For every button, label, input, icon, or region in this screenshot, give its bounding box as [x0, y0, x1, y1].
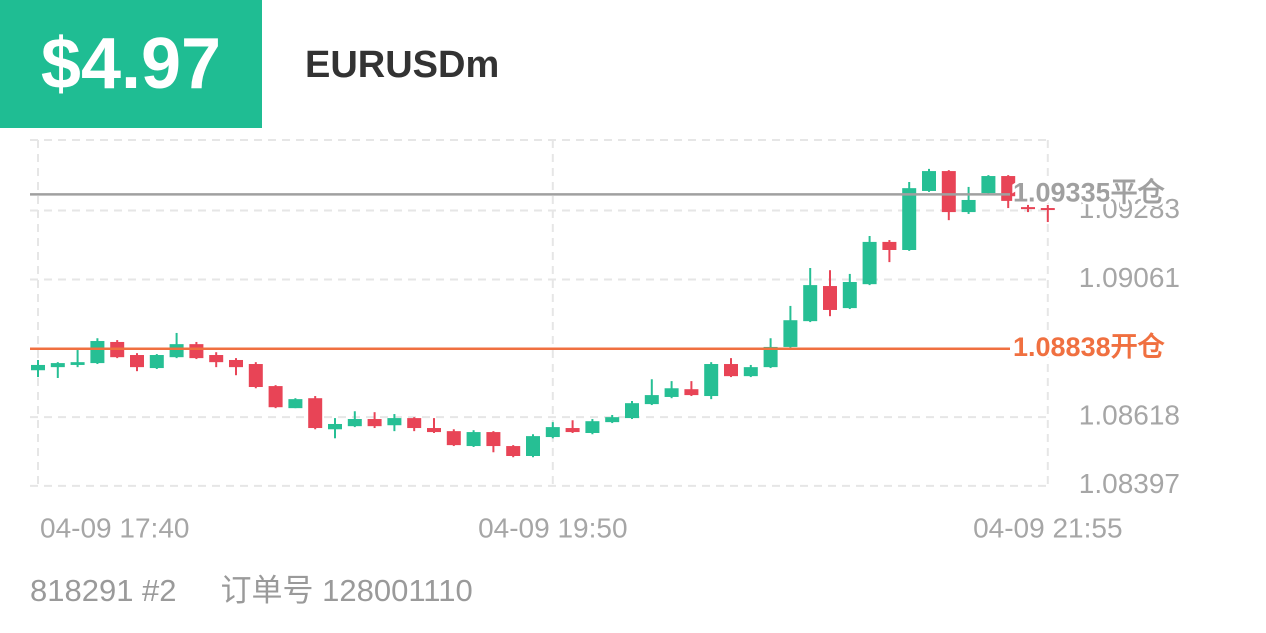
y-tick-label: 1.09061 [1079, 262, 1180, 293]
candle-body [248, 364, 263, 388]
candle-body [446, 431, 461, 446]
y-tick-label: 1.09283 [1079, 193, 1180, 224]
candle-body [486, 432, 501, 447]
candle-body [229, 359, 243, 368]
chart: 1.08397 1.08618 1.09061 1.09283 04-09 17:40 0… [30, 139, 1180, 543]
candle-body [862, 241, 877, 285]
candle-body [1021, 207, 1035, 210]
candle-body [189, 344, 204, 359]
candle-body [209, 355, 224, 363]
candle-body [526, 436, 540, 456]
candle-body [466, 432, 481, 447]
candle-body [387, 418, 402, 426]
account: 818291 #2 [30, 573, 177, 608]
footer: 818291 #2 订单号 128001110 [30, 565, 473, 610]
candle-body [605, 417, 620, 423]
profit-badge: $4.97 [0, 0, 262, 128]
candle-body [902, 188, 917, 250]
candle-body [941, 171, 956, 213]
y-tick-label: 1.08397 [1079, 468, 1180, 499]
candle-body [130, 355, 144, 368]
candle-body [308, 398, 323, 429]
candle-body [664, 388, 679, 397]
candle-body [922, 171, 936, 191]
candle-body [347, 419, 362, 427]
candle-body [763, 346, 778, 368]
candle-body [724, 364, 738, 377]
symbol: EURUSDm [305, 44, 500, 86]
candle-body [506, 446, 521, 456]
x-tick-label: 04-09 21:55 [973, 512, 1122, 543]
candle-body [585, 421, 600, 434]
candle-body [545, 427, 560, 438]
candle-body [90, 341, 105, 364]
candle-body [981, 176, 996, 194]
x-tick-label: 04-09 19:50 [478, 512, 627, 543]
candle-body [704, 364, 719, 397]
candle-body [684, 389, 699, 396]
candle-body [743, 367, 758, 377]
candle-body [149, 355, 164, 369]
price-line-text: 平仓 [1111, 178, 1166, 208]
price-line-label: 1.08838开仓 [1013, 332, 1166, 362]
candle-body [367, 419, 382, 427]
candle-body [644, 395, 659, 405]
candle-body [288, 399, 303, 409]
price-line-label: 1.09335平仓 [1013, 178, 1166, 208]
candle-body [1040, 208, 1055, 211]
price-line-text: 开仓 [1111, 332, 1166, 362]
candle-body [625, 403, 639, 419]
y-tick-label: 1.08618 [1079, 400, 1180, 431]
candle-body [169, 344, 184, 358]
candle-body [882, 241, 897, 250]
order-number: 订单号 128001110 [220, 573, 473, 608]
candle-body [803, 285, 818, 322]
candle-body [407, 418, 422, 429]
price-line-value: 1.08838 [1013, 332, 1111, 362]
candle-body [268, 386, 283, 408]
candle-body [823, 286, 837, 310]
candle-body [961, 199, 976, 213]
candle-body [31, 364, 45, 371]
candle-body [70, 362, 85, 365]
candle-body [783, 320, 798, 347]
candle-body [565, 428, 580, 433]
candle-body [328, 423, 342, 430]
candle-body [427, 428, 441, 433]
x-tick-label: 04-09 17:40 [40, 512, 189, 543]
candle-body [842, 281, 857, 309]
candle-body [50, 363, 65, 368]
price-line-value: 1.09335 [1013, 178, 1111, 208]
